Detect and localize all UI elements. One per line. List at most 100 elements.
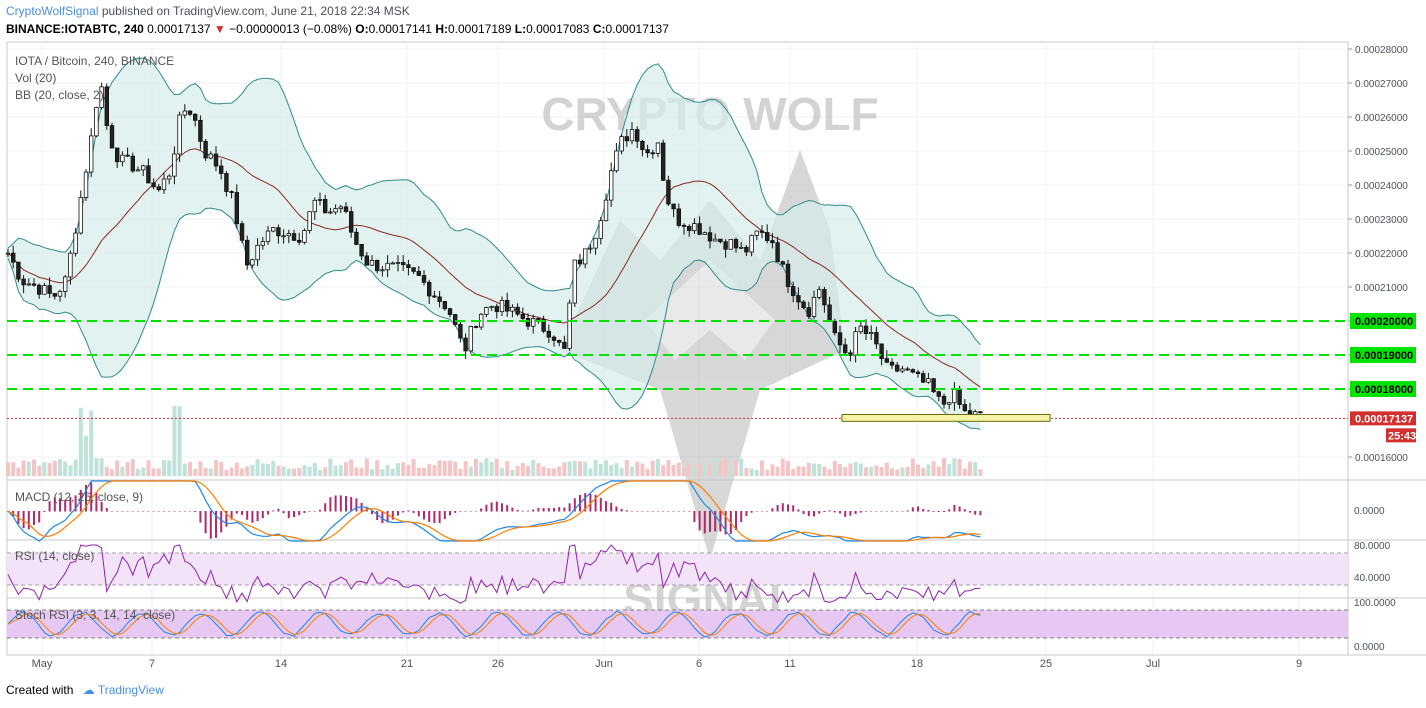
macd-hist-bar <box>677 511 680 512</box>
volume-bar <box>489 461 494 476</box>
macd-hist-bar <box>261 511 264 519</box>
volume-bar <box>947 464 952 476</box>
volume-bar <box>42 462 47 476</box>
tradingview-link[interactable]: ☁ TradingView <box>83 683 164 697</box>
macd-hist-bar <box>225 511 228 527</box>
volume-bar <box>104 466 109 476</box>
volume-bar <box>21 460 26 476</box>
volume-bar <box>89 410 94 476</box>
candle-body <box>52 293 57 297</box>
price-tick-label: 0.00022000 <box>1355 249 1408 260</box>
macd-hist-bar <box>412 511 415 513</box>
candle-body <box>380 269 385 272</box>
volume-bar <box>68 465 73 476</box>
macd-hist-bar <box>121 511 124 512</box>
cloud-icon: ☁ <box>82 683 95 697</box>
price-axis[interactable]: 0.00028000 0.00027000 0.00026000 0.00025000… <box>1348 45 1408 464</box>
volume-bar <box>749 468 754 476</box>
macd-hist-bar <box>131 511 134 512</box>
time-tick-label: 26 <box>492 658 504 670</box>
macd-hist-bar <box>594 494 597 512</box>
volume-bar <box>177 406 182 476</box>
tradingview-brand: TradingView <box>97 683 164 697</box>
volume-bar <box>406 464 411 476</box>
volume-bar <box>494 458 499 476</box>
volume-bar <box>578 461 582 476</box>
volume-bar <box>624 459 629 476</box>
macd-hist-bar <box>625 510 628 512</box>
macd-hist-bar <box>69 497 72 512</box>
candle-body <box>676 208 681 226</box>
time-axis[interactable]: May 7 14 21 26 Jun 6 11 18 25 Jul 9 <box>32 658 1302 670</box>
candle-body <box>822 289 827 306</box>
candle-body <box>936 391 941 397</box>
candle-body <box>692 223 697 232</box>
support-zone-rectangle[interactable] <box>841 414 1051 422</box>
candle-body <box>130 155 135 172</box>
macd-hist-bar <box>53 497 56 512</box>
volume-bar <box>302 465 307 476</box>
candle-body <box>796 295 801 303</box>
volume-bar <box>853 461 858 476</box>
volume-bar <box>32 459 36 476</box>
volume-bar <box>916 464 920 476</box>
volume-bar <box>858 463 863 476</box>
author-link[interactable]: CryptoWolfSignal <box>6 4 99 18</box>
macd-hist-bar <box>433 511 436 524</box>
candle-body <box>385 262 390 271</box>
macd-hist-bar <box>204 511 207 534</box>
macd-hist-bar <box>27 511 30 530</box>
volume-bar <box>552 468 556 476</box>
candle-body <box>208 153 213 159</box>
candle-body <box>978 411 983 414</box>
candle-body <box>536 318 541 320</box>
stoch-legend[interactable]: Stoch RSI (3, 3, 14, 14, close) <box>15 608 175 622</box>
macd-hist-bar <box>459 511 462 512</box>
volume-bar <box>968 461 972 476</box>
candle-body <box>187 110 193 115</box>
macd-hist-bar <box>386 511 389 523</box>
volume-bar <box>822 466 827 476</box>
volume-bar <box>879 466 884 476</box>
volume-legend[interactable]: Vol (20) <box>15 71 56 85</box>
macd-hist-bar <box>620 508 623 512</box>
macd-hist-bar <box>251 511 254 523</box>
volume-bar <box>931 461 936 476</box>
macd-hist-bar <box>485 504 488 512</box>
candle-body <box>759 230 765 233</box>
bb-legend[interactable]: BB (20, close, 2) <box>15 88 104 102</box>
macd-hist-bar <box>178 511 181 512</box>
volume-bar <box>359 468 364 476</box>
volume-bar <box>245 466 250 476</box>
volume-bar <box>952 458 957 476</box>
volume-bar <box>832 460 837 476</box>
macd-hist-bar <box>147 511 150 512</box>
macd-hist-bar <box>423 511 425 520</box>
macd-hist-bar <box>631 511 633 512</box>
time-tick-label: Jul <box>1146 658 1160 670</box>
macd-hist-bar <box>963 509 966 512</box>
macd-hist-bar <box>558 507 561 512</box>
candle-body <box>286 233 291 237</box>
rsi-legend[interactable]: RSI (14, close) <box>15 549 94 563</box>
volume-bar <box>801 466 806 476</box>
volume-bar <box>156 468 161 476</box>
main-legend[interactable]: IOTA / Bitcoin, 240, BINANCE <box>15 54 174 68</box>
macd-hist-bar <box>859 511 862 513</box>
bollinger-upper-line <box>7 57 981 346</box>
candle-body <box>770 240 775 244</box>
macd-hist-bar <box>90 482 93 512</box>
macd-hist-bar <box>475 511 477 512</box>
candle-body <box>889 361 895 366</box>
footer: Created with ☁ TradingView <box>6 683 164 697</box>
candle-body <box>364 255 369 266</box>
volume-bar <box>214 460 218 476</box>
macd-legend[interactable]: MACD (12, 26, close, 9) <box>15 490 143 504</box>
volume-bar <box>942 458 946 476</box>
macd-hist-bar <box>849 511 852 516</box>
volume-bar <box>463 461 468 476</box>
volume-bar <box>890 468 894 476</box>
volume-bar <box>151 468 156 476</box>
candle-body <box>447 308 453 315</box>
